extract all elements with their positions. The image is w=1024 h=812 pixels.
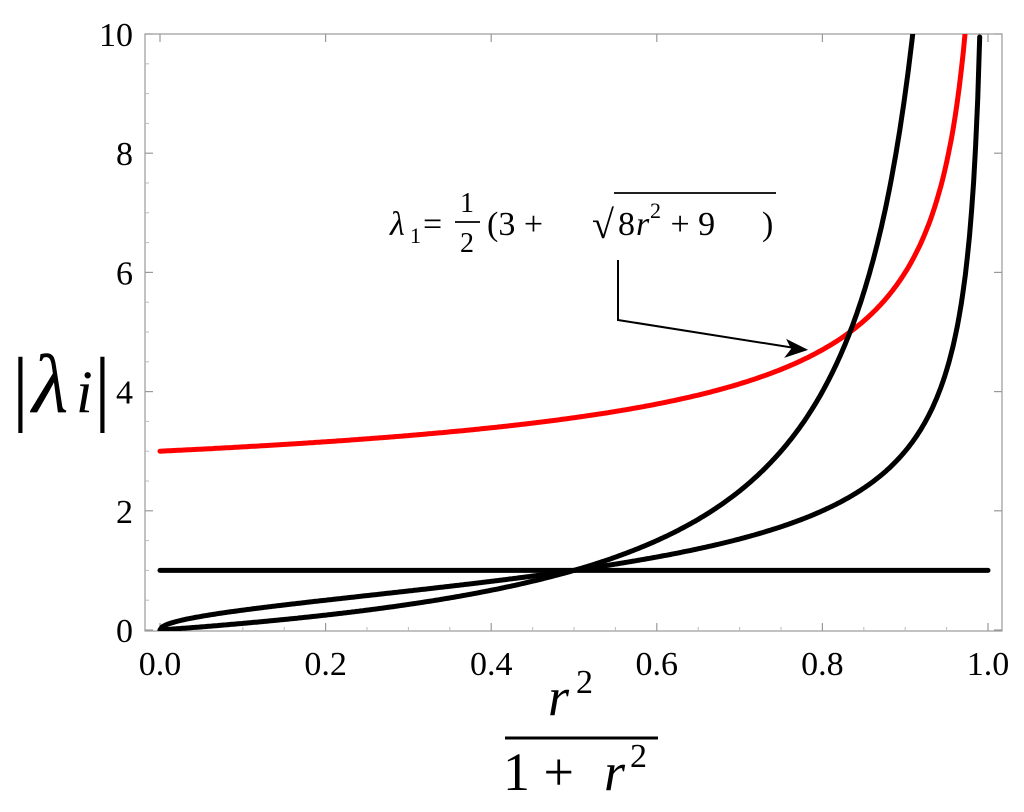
annotation-arrow — [617, 260, 809, 358]
annotation-frac-num: 1 — [460, 188, 474, 219]
annotation-open: (3 + — [487, 206, 552, 243]
y-label-symbol: λ — [29, 338, 68, 431]
y-label-subscript: i — [76, 359, 93, 425]
x-label-denominator-exp: 2 — [630, 738, 647, 775]
annotation-radicand-exp: 2 — [650, 198, 661, 223]
x-axis-label: r 2 1 + r 2 — [503, 664, 658, 802]
series-group — [157, 34, 991, 631]
plot-frame — [144, 33, 1003, 632]
y-axis-label: | λ i | — [12, 338, 111, 434]
annotation-leader-line — [617, 260, 795, 349]
annotation-formula: λ 1 = 1 2 (3 + √ 8 r 2 + 9 ) — [389, 188, 776, 259]
x-tick-label: 1.0 — [967, 646, 1010, 683]
annotation-radicand-post: + 9 — [662, 206, 715, 243]
annotation-radicand-var: r — [636, 206, 650, 243]
y-tick-label: 0 — [116, 613, 133, 650]
y-tick-labels: 0 2 4 6 8 10 — [99, 17, 133, 650]
ticks — [145, 33, 1002, 631]
x-tick-label: 0.6 — [636, 646, 679, 683]
y-tick-label: 6 — [116, 255, 133, 292]
annotation-lambda: λ — [389, 206, 405, 243]
series-line-3 — [157, 34, 916, 631]
y-tick-label: 10 — [99, 17, 133, 54]
x-tick-label: 0.2 — [304, 646, 347, 683]
annotation-equals: = — [423, 206, 442, 243]
y-tick-label: 2 — [116, 494, 133, 531]
x-tick-label: 0.4 — [470, 646, 513, 683]
x-label-denominator-var: r — [604, 742, 626, 802]
x-label-numerator-exp: 2 — [576, 664, 593, 701]
x-tick-label: 0.0 — [139, 646, 182, 683]
annotation-close: ) — [762, 206, 773, 243]
annotation-frac-den: 2 — [460, 228, 474, 259]
annotation-sqrt: √ — [592, 202, 614, 247]
x-tick-label: 0.8 — [801, 646, 844, 683]
annotation-radicand-pre: 8 — [618, 206, 635, 243]
y-label-bar-left: | — [12, 341, 29, 434]
y-label-bar-right: | — [94, 341, 111, 434]
y-tick-label: 4 — [116, 375, 133, 412]
x-tick-labels: 0.0 0.2 0.4 0.6 0.8 1.0 — [139, 646, 1010, 683]
y-tick-label: 8 — [116, 136, 133, 173]
series-line-2 — [157, 34, 983, 631]
x-label-denominator-prefix: 1 + — [503, 742, 587, 802]
annotation-lambda-sub: 1 — [410, 223, 421, 248]
annotation-arrowhead — [784, 338, 809, 358]
series-line-1 — [157, 34, 968, 454]
x-label-numerator: r — [548, 667, 570, 727]
